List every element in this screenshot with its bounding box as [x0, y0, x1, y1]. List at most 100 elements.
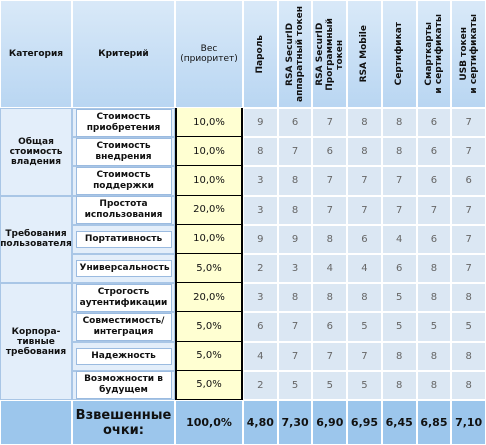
header-method: Смарткарты и сертификаты: [416, 0, 452, 108]
score-text: 9: [257, 233, 264, 245]
score: 5: [347, 370, 382, 400]
score-text: 8: [361, 117, 368, 129]
score-text: 7: [465, 146, 472, 158]
weight-text: 10,0%: [193, 145, 225, 157]
score: 7: [347, 341, 382, 371]
score-text: 5: [465, 321, 472, 333]
score-text: 7: [430, 204, 438, 216]
score: 8: [312, 224, 348, 254]
score-text: 7: [361, 175, 368, 187]
score-text: 4: [257, 350, 264, 362]
weight-text: 5,0%: [196, 379, 222, 391]
score: 6: [416, 224, 452, 254]
score: 8: [277, 283, 313, 313]
header-method-text: RSA Mobile: [359, 25, 370, 83]
footer-score: 6,95: [347, 400, 382, 445]
footer-score-text: 6,45: [385, 416, 413, 429]
footer-score-text: 4,80: [246, 416, 274, 429]
score: 7: [312, 166, 348, 196]
criterion: Стоимость поддержки: [72, 166, 175, 196]
footer-score: 7,10: [451, 400, 486, 445]
footer-score-text: 6,95: [350, 416, 379, 429]
score: 8: [416, 283, 452, 313]
score: 7: [451, 224, 486, 254]
score: 3: [243, 195, 278, 225]
header-criterion: Критерий: [72, 0, 175, 108]
score-text: 5: [326, 379, 333, 391]
score: 8: [347, 283, 382, 313]
weight: 20,0%: [175, 283, 243, 313]
score: 8: [451, 341, 486, 371]
score: 6: [451, 166, 486, 196]
score-text: 5: [361, 321, 368, 333]
weight: 10,0%: [175, 108, 243, 138]
score: 4: [347, 254, 382, 284]
score: 8: [381, 137, 417, 167]
criterion: Портативность: [72, 224, 175, 254]
header-method: RSA SecurID аппаратный токен: [277, 0, 313, 108]
header-method: RSA SecurID Программный токен: [312, 0, 348, 108]
criterion-text: Надежность: [75, 347, 172, 365]
score-text: 8: [396, 379, 403, 391]
criterion: Строгость аутентификации: [72, 283, 175, 313]
score: 8: [312, 283, 348, 313]
score-text: 8: [430, 292, 438, 304]
footer-score-text: 7,30: [281, 416, 309, 429]
score: 7: [277, 312, 313, 342]
score: 6: [416, 108, 452, 138]
score-text: 8: [326, 292, 333, 304]
weight: 5,0%: [175, 341, 243, 371]
header-method-text: USB токен и сертификаты: [458, 14, 479, 94]
score-text: 8: [291, 175, 299, 187]
score: 6: [416, 137, 452, 167]
score: 8: [347, 108, 382, 138]
weight: 10,0%: [175, 166, 243, 196]
score-text: 7: [291, 321, 299, 333]
weight-text: 5,0%: [196, 320, 222, 332]
score: 7: [347, 195, 382, 225]
score-text: 6: [291, 117, 299, 129]
score: 9: [243, 108, 278, 138]
score-text: 8: [430, 263, 438, 275]
score: 7: [312, 108, 348, 138]
score-text: 6: [430, 233, 438, 245]
score: 7: [451, 195, 486, 225]
score-text: 8: [465, 379, 472, 391]
score-text: 8: [430, 350, 438, 362]
score: 3: [243, 283, 278, 313]
header-method-text: Сертификат: [394, 22, 405, 86]
score-text: 7: [326, 204, 333, 216]
score-text: 3: [257, 175, 264, 187]
criterion: Совместимость/ интеграция: [72, 312, 175, 342]
score-text: 5: [291, 379, 299, 391]
header-method: Сертификат: [381, 0, 417, 108]
score: 6: [243, 312, 278, 342]
criterion-text: Стоимость приобретения: [75, 108, 172, 137]
score: 7: [451, 108, 486, 138]
score-text: 7: [465, 233, 472, 245]
category-text: Корпора- тивные требования: [5, 326, 67, 357]
score: 5: [312, 370, 348, 400]
score-text: 8: [430, 379, 438, 391]
score-text: 5: [430, 321, 438, 333]
score: 6: [416, 166, 452, 196]
score-text: 7: [465, 204, 472, 216]
score-text: 6: [361, 233, 368, 245]
score-text: 6: [396, 263, 403, 275]
score: 7: [381, 195, 417, 225]
score: 8: [347, 137, 382, 167]
score: 6: [347, 224, 382, 254]
footer-score-text: 6,90: [316, 416, 344, 429]
score-text: 4: [396, 233, 403, 245]
score-text: 8: [291, 204, 299, 216]
score-text: 7: [326, 350, 333, 362]
score-text: 6: [465, 175, 472, 187]
score: 7: [277, 341, 313, 371]
weight-text: 5,0%: [196, 350, 222, 362]
score: 7: [381, 166, 417, 196]
score: 8: [277, 166, 313, 196]
weight-text: 10,0%: [193, 174, 225, 186]
score: 9: [243, 224, 278, 254]
score-text: 7: [361, 350, 368, 362]
